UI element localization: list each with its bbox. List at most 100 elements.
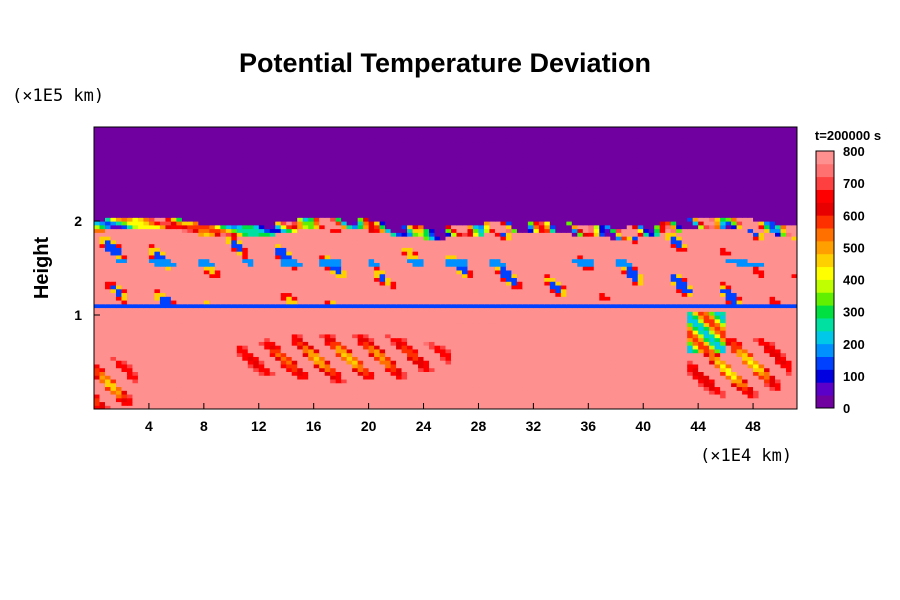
heatmap-cell bbox=[159, 371, 166, 376]
heatmap-cell bbox=[703, 330, 710, 335]
heatmap-cell bbox=[599, 356, 606, 361]
heatmap-cell bbox=[231, 371, 238, 376]
heatmap-cell bbox=[99, 292, 106, 297]
heatmap-cell bbox=[566, 266, 573, 271]
heatmap-cell bbox=[742, 273, 749, 278]
heatmap-cell bbox=[242, 397, 249, 403]
heatmap-cell bbox=[214, 273, 221, 278]
heatmap-cell bbox=[747, 371, 754, 376]
heatmap-cell bbox=[764, 284, 771, 290]
heatmap-cell bbox=[137, 288, 145, 294]
heatmap-cell bbox=[780, 367, 787, 372]
heatmap-cell bbox=[434, 382, 441, 388]
heatmap-cell bbox=[483, 326, 491, 331]
heatmap-cell bbox=[648, 371, 655, 376]
heatmap-cell bbox=[159, 341, 166, 346]
heatmap-cell bbox=[379, 266, 386, 271]
heatmap-cell bbox=[396, 330, 403, 335]
heatmap-cell bbox=[313, 311, 320, 316]
heatmap-cell bbox=[286, 348, 293, 354]
heatmap-cell bbox=[165, 322, 172, 327]
heatmap-cell bbox=[440, 360, 447, 365]
heatmap-cell bbox=[247, 269, 254, 275]
heatmap-cell bbox=[775, 345, 782, 350]
heatmap-cell bbox=[286, 397, 293, 403]
heatmap-cell bbox=[198, 273, 205, 278]
heatmap-cell bbox=[670, 330, 677, 335]
heatmap-cell bbox=[692, 401, 699, 406]
heatmap-cell bbox=[357, 311, 364, 316]
heatmap-cell bbox=[440, 401, 447, 406]
heatmap-cell bbox=[198, 262, 205, 267]
heatmap-cell bbox=[736, 322, 743, 327]
heatmap-cell bbox=[511, 315, 518, 320]
heatmap-cell bbox=[676, 307, 683, 312]
heatmap-cell bbox=[494, 367, 502, 372]
heatmap-cell bbox=[769, 378, 776, 384]
heatmap-cell bbox=[341, 352, 348, 357]
heatmap-cell bbox=[659, 382, 666, 388]
heatmap-cell bbox=[110, 348, 117, 354]
heatmap-cell bbox=[440, 341, 447, 346]
heatmap-cell bbox=[154, 356, 161, 361]
heatmap-cell bbox=[407, 360, 414, 365]
heatmap-cell bbox=[593, 352, 600, 357]
heatmap-cell bbox=[758, 352, 765, 357]
heatmap-cell bbox=[527, 382, 534, 388]
heatmap-cell bbox=[527, 401, 534, 406]
heatmap-cell bbox=[643, 371, 650, 376]
heatmap-cell bbox=[159, 378, 166, 384]
heatmap-cell bbox=[720, 341, 727, 346]
heatmap-cell bbox=[731, 292, 738, 297]
heatmap-cell bbox=[736, 356, 743, 361]
heatmap-cell bbox=[632, 288, 639, 294]
heatmap-cell bbox=[610, 378, 617, 384]
heatmap-cell bbox=[198, 303, 205, 309]
heatmap-cell bbox=[143, 345, 150, 350]
heatmap-cell bbox=[758, 299, 765, 305]
heatmap-cell bbox=[308, 303, 315, 309]
heatmap-cell bbox=[434, 284, 441, 290]
heatmap-cell bbox=[192, 322, 199, 327]
heatmap-cell bbox=[742, 393, 749, 399]
heatmap-cell bbox=[418, 318, 425, 324]
heatmap-cell bbox=[137, 315, 145, 320]
heatmap-cell bbox=[236, 299, 243, 305]
heatmap-cell bbox=[396, 393, 403, 399]
heatmap-cell bbox=[648, 363, 655, 369]
heatmap-cell bbox=[731, 378, 738, 384]
heatmap-cell bbox=[132, 345, 139, 350]
heatmap-cell bbox=[247, 337, 254, 342]
heatmap-cell bbox=[429, 333, 436, 339]
heatmap-cell bbox=[385, 337, 392, 342]
heatmap-cell bbox=[94, 266, 101, 271]
heatmap-cell bbox=[297, 341, 304, 346]
heatmap-cell bbox=[313, 262, 320, 267]
heatmap-cell bbox=[385, 262, 392, 267]
heatmap-cell bbox=[753, 330, 760, 335]
heatmap-cell bbox=[269, 318, 276, 324]
heatmap-cell bbox=[637, 367, 644, 372]
heatmap-cell bbox=[516, 266, 523, 271]
heatmap-cell bbox=[621, 277, 628, 282]
heatmap-cell bbox=[181, 360, 188, 365]
heatmap-cell bbox=[390, 333, 397, 339]
heatmap-cell bbox=[126, 292, 134, 297]
heatmap-cell bbox=[253, 322, 260, 327]
heatmap-cell bbox=[341, 330, 348, 335]
heatmap-cell bbox=[681, 386, 688, 391]
heatmap-cell bbox=[165, 363, 172, 369]
heatmap-cell bbox=[500, 292, 507, 297]
heatmap-cell bbox=[137, 405, 145, 409]
heatmap-cell bbox=[505, 296, 512, 301]
heatmap-cell bbox=[423, 393, 430, 399]
heatmap-cell bbox=[670, 382, 677, 388]
heatmap-cell bbox=[319, 303, 326, 309]
heatmap-cell bbox=[637, 303, 644, 309]
heatmap-cell bbox=[725, 262, 732, 267]
heatmap-cell bbox=[143, 393, 150, 399]
heatmap-cell bbox=[665, 273, 672, 278]
heatmap-cell bbox=[643, 296, 650, 301]
heatmap-cell bbox=[456, 307, 463, 312]
heatmap-cell bbox=[786, 352, 793, 357]
